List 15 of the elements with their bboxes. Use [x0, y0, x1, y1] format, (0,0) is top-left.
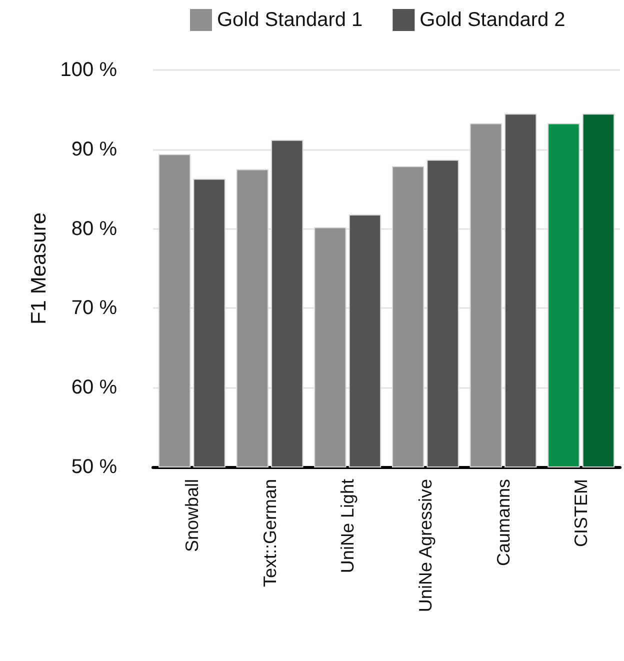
x-tick-label: UniNe Light — [338, 479, 358, 574]
y-axis-title: F1 Measure — [27, 212, 50, 325]
x-tick-label: Snowball — [182, 479, 202, 552]
x-tick-label: Text::German — [260, 479, 280, 588]
y-tick-label: 60 % — [71, 376, 118, 399]
x-tick-label: Caumanns — [493, 479, 514, 566]
y-tick-label: 70 % — [71, 297, 118, 320]
y-tick-label: 90 % — [71, 138, 118, 160]
y-tick-label: 80 % — [71, 218, 118, 240]
legend-label: Gold Standard 2 — [420, 9, 566, 31]
x-tick-label: UniNe Agressive — [415, 479, 436, 612]
legend-label: Gold Standard 1 — [217, 9, 363, 31]
y-tick-label: 50 % — [71, 456, 118, 478]
y-tick-label: 100 % — [60, 59, 118, 81]
x-tick-label: CISTEM — [571, 479, 592, 548]
